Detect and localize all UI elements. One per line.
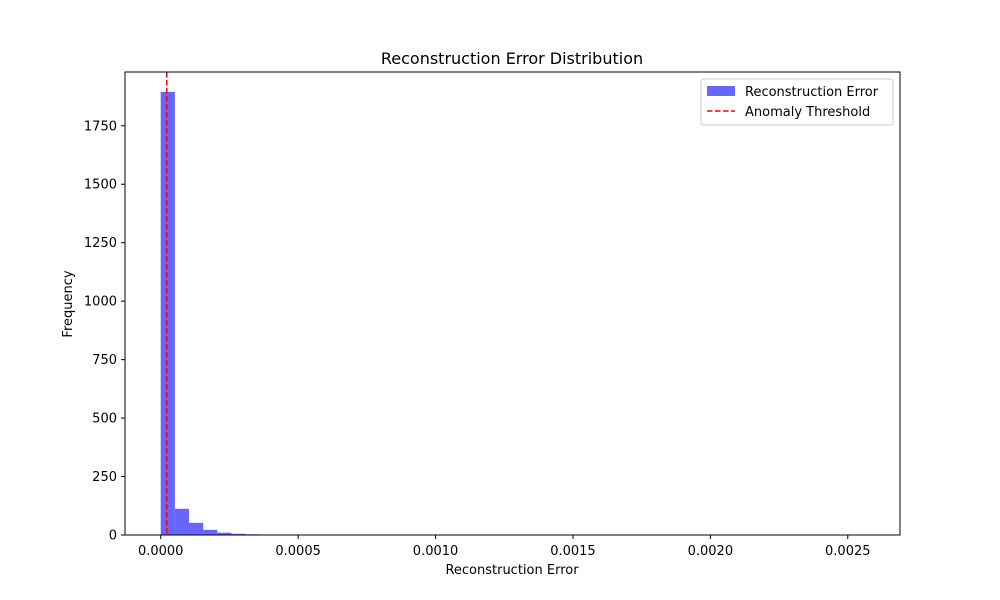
x-tick-label: 0.0015 <box>550 544 596 559</box>
legend-label-anomaly-threshold: Anomaly Threshold <box>745 105 870 120</box>
y-tick-label: 1250 <box>84 236 117 251</box>
x-tick-label: 0.0010 <box>413 544 459 559</box>
x-tick-label: 0.0005 <box>275 544 321 559</box>
y-tick-label: 250 <box>92 470 117 485</box>
legend-box <box>700 78 894 126</box>
y-tick-label: 750 <box>92 353 117 368</box>
x-axis-label: Reconstruction Error <box>445 563 579 578</box>
y-axis-ticks: 0 250 500 750 1000 1250 1500 1750 <box>84 119 125 544</box>
legend-label-reconstruction-error: Reconstruction Error <box>745 85 879 100</box>
x-tick-label: 0.0020 <box>688 544 734 559</box>
histogram-bar <box>217 532 232 535</box>
histogram-bars <box>160 91 869 536</box>
x-axis-ticks: 0.0000 0.0005 0.0010 0.0015 0.0020 0.0025 <box>138 535 871 559</box>
x-tick-label: 0.0025 <box>825 544 871 559</box>
y-tick-label: 1750 <box>84 119 117 134</box>
histogram-bar <box>231 533 246 535</box>
y-axis-label: Frequency <box>61 270 76 337</box>
histogram-bar <box>174 508 190 535</box>
y-tick-label: 1000 <box>84 295 117 310</box>
legend: Reconstruction Error Anomaly Threshold <box>700 78 894 126</box>
y-tick-label: 0 <box>109 529 117 544</box>
y-tick-label: 500 <box>92 412 117 427</box>
chart-title: Reconstruction Error Distribution <box>381 49 643 68</box>
plot-frame <box>124 71 901 536</box>
y-tick-label: 1500 <box>84 178 117 193</box>
legend-swatch-reconstruction-error <box>707 86 735 96</box>
x-tick-label: 0.0000 <box>138 544 184 559</box>
histogram-bar <box>189 522 204 535</box>
histogram-bar <box>203 529 218 535</box>
histogram-bar <box>160 91 175 536</box>
